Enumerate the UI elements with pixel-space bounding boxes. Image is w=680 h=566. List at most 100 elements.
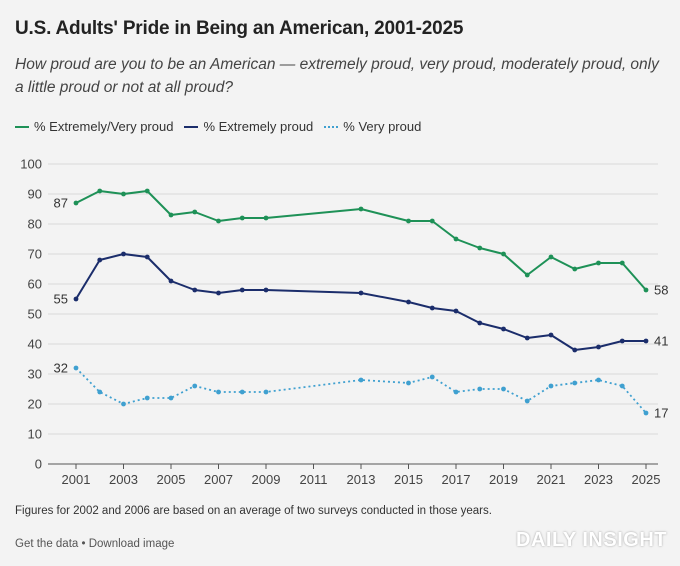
y-tick-label-100: 100 xyxy=(20,157,42,172)
x-tick-label-2017: 2017 xyxy=(442,472,471,487)
data-point-2-2005 xyxy=(168,395,174,401)
end-label-series-2: 17 xyxy=(654,406,668,421)
data-point-0-2013 xyxy=(358,206,364,212)
legend-swatch-extremely xyxy=(184,125,199,128)
data-point-2-2003 xyxy=(121,401,126,407)
data-point-0-2021 xyxy=(548,254,554,260)
data-point-2-2018 xyxy=(477,386,483,392)
start-label-series-0: 87 xyxy=(54,196,68,211)
data-point-0-2001 xyxy=(73,200,79,206)
data-point-2-2009 xyxy=(263,389,269,395)
watermark-logo: DAILY INSIGHT xyxy=(516,529,667,551)
data-point-2-2015 xyxy=(406,380,411,386)
data-point-0-2006 xyxy=(192,209,198,215)
data-point-1-2017 xyxy=(453,308,459,314)
data-point-1-2002 xyxy=(97,257,103,263)
data-point-2-2006 xyxy=(192,383,198,389)
chart-subtitle: How proud are you to be an American — ex… xyxy=(15,56,659,96)
data-point-1-2007 xyxy=(216,290,221,296)
x-tick-label-2021: 2021 xyxy=(537,472,566,487)
end-label-series-0: 58 xyxy=(654,283,668,298)
data-point-0-2004 xyxy=(144,188,150,194)
x-tick-label-2009: 2009 xyxy=(252,472,281,487)
data-point-0-2005 xyxy=(168,212,174,218)
legend-item-extremely-very: % Extremely/Very proud xyxy=(15,119,173,134)
data-point-0-2017 xyxy=(453,236,459,242)
data-point-2-2017 xyxy=(453,389,459,395)
data-point-1-2008 xyxy=(239,287,245,293)
data-point-2-2023 xyxy=(596,377,601,383)
legend-item-very: % Very proud xyxy=(324,119,421,134)
chart-title: U.S. Adults' Pride in Being an American,… xyxy=(15,18,464,39)
data-point-2-2001 xyxy=(73,365,79,371)
data-point-0-2024 xyxy=(619,260,625,266)
data-point-2-2004 xyxy=(144,395,150,401)
x-tick-label-2011: 2011 xyxy=(300,472,328,487)
x-tick-label-2013: 2013 xyxy=(347,472,376,487)
data-point-0-2015 xyxy=(406,218,411,224)
data-point-2-2021 xyxy=(548,383,554,389)
end-label-series-1: 41 xyxy=(654,334,668,349)
y-tick-label-40: 40 xyxy=(28,337,42,352)
x-tick-label-2025: 2025 xyxy=(632,472,661,487)
data-point-1-2001 xyxy=(73,296,79,302)
data-point-2-2025 xyxy=(643,410,649,416)
y-tick-label-90: 90 xyxy=(28,187,42,202)
data-point-2-2022 xyxy=(572,380,578,386)
data-point-0-2023 xyxy=(596,260,601,266)
series-line-2 xyxy=(75,367,647,414)
start-label-series-1: 55 xyxy=(54,292,68,307)
data-point-2-2016 xyxy=(429,374,435,380)
chart-note: Figures for 2002 and 2006 are based on a… xyxy=(15,505,492,517)
download-image-link[interactable]: Download image xyxy=(88,538,175,550)
y-tick-label-0: 0 xyxy=(35,457,42,472)
data-point-1-2023 xyxy=(596,344,601,350)
legend-label-extremely-very: % Extremely/Very proud xyxy=(34,119,174,134)
y-tick-label-30: 30 xyxy=(28,367,42,382)
y-tick-label-20: 20 xyxy=(28,397,42,412)
data-point-2-2020 xyxy=(524,398,530,404)
y-tick-label-10: 10 xyxy=(28,427,42,442)
data-point-1-2005 xyxy=(168,278,174,284)
data-point-0-2007 xyxy=(216,218,221,224)
data-point-1-2018 xyxy=(477,320,483,326)
data-point-1-2009 xyxy=(263,287,269,293)
data-point-0-2002 xyxy=(97,188,103,194)
data-point-1-2016 xyxy=(429,305,435,311)
data-point-1-2013 xyxy=(358,290,364,296)
chart-legend: % Extremely/Very proud % Extremely proud… xyxy=(15,119,432,134)
data-point-0-2018 xyxy=(477,245,483,251)
x-tick-label-2001: 2001 xyxy=(62,472,91,487)
data-point-0-2009 xyxy=(263,215,269,221)
x-tick-label-2005: 2005 xyxy=(157,472,186,487)
y-tick-label-70: 70 xyxy=(28,247,42,262)
data-point-1-2024 xyxy=(619,338,625,344)
data-point-2-2024 xyxy=(619,383,625,389)
legend-swatch-very xyxy=(324,125,339,128)
data-point-1-2003 xyxy=(121,251,126,257)
data-point-1-2019 xyxy=(501,326,506,332)
data-point-1-2015 xyxy=(406,299,411,305)
data-point-0-2019 xyxy=(501,251,506,257)
get-data-link[interactable]: Get the data xyxy=(15,538,79,550)
y-tick-label-60: 60 xyxy=(28,277,42,292)
data-point-2-2007 xyxy=(216,389,221,395)
data-point-0-2003 xyxy=(121,191,126,197)
x-tick-label-2007: 2007 xyxy=(204,472,233,487)
x-tick-label-2015: 2015 xyxy=(394,472,423,487)
x-tick-label-2023: 2023 xyxy=(584,472,613,487)
data-point-2-2013 xyxy=(358,377,364,383)
legend-swatch-extremely-very xyxy=(15,125,29,128)
data-point-0-2008 xyxy=(239,215,245,221)
legend-item-extremely: % Extremely proud xyxy=(184,119,313,134)
series-line-0 xyxy=(75,190,647,291)
x-tick-label-2003: 2003 xyxy=(109,472,138,487)
data-point-2-2002 xyxy=(97,389,103,395)
data-point-1-2006 xyxy=(192,287,198,293)
footer-separator: • xyxy=(78,538,89,550)
data-point-1-2022 xyxy=(572,347,578,353)
y-tick-label-50: 50 xyxy=(28,307,42,322)
line-chart: 0 10 20 30 40 50 60 70 80 90 100 2001 2003 2005 2007 20… xyxy=(20,157,668,488)
data-point-1-2025 xyxy=(643,338,649,344)
data-point-2-2019 xyxy=(501,386,506,392)
